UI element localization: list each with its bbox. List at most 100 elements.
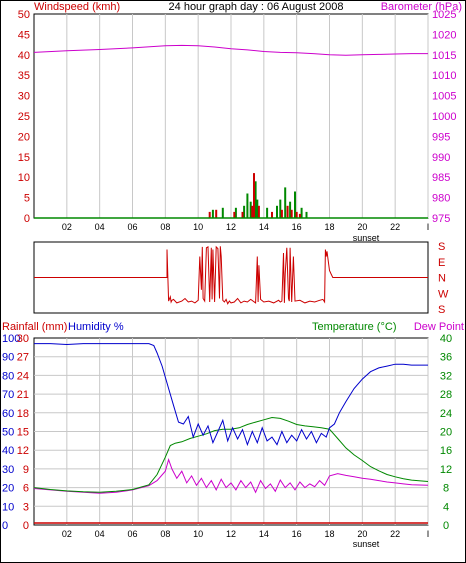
compass-label: W xyxy=(438,288,449,300)
gust-bar xyxy=(234,207,237,218)
temperature-tick: 20 xyxy=(440,427,452,439)
dewpoint-axis-label: Dew Point xyxy=(414,321,464,333)
humidity-line xyxy=(34,343,428,447)
time-tick-label: 18 xyxy=(324,529,334,539)
wind-bar xyxy=(295,211,298,218)
rainfall-axis-label: Rainfall (mm) xyxy=(2,321,67,333)
compass-label: N xyxy=(438,273,446,285)
barometer-tick: 1010 xyxy=(432,70,456,82)
time-tick-label: 12 xyxy=(226,222,236,232)
gust-bar xyxy=(289,201,292,218)
time-tick-label: 04 xyxy=(95,222,105,232)
barometer-tick: 1020 xyxy=(432,29,456,41)
temperature-tick: 32 xyxy=(440,370,452,382)
barometer-tick: 1025 xyxy=(432,9,456,21)
time-tick-label: 20 xyxy=(357,529,367,539)
wind-bar xyxy=(241,211,244,218)
sunset-label-bottom: sunset xyxy=(353,539,380,549)
humidity-tick: 60 xyxy=(2,408,14,420)
temperature-tick: 0 xyxy=(443,520,449,532)
time-tick-label: 08 xyxy=(160,222,170,232)
wind-bar xyxy=(280,209,283,218)
wind-bar xyxy=(286,205,289,218)
humidity-tick: 70 xyxy=(2,389,14,401)
windspeed-tick: 30 xyxy=(18,91,30,103)
wind-time-tick-labels: 02 04 06 08 10 12 14 16 18 20 22 I xyxy=(62,222,429,232)
time-tick-label: 14 xyxy=(259,222,269,232)
temp-time-tick-labels: 02 04 06 08 10 12 14 16 18 20 22 I xyxy=(62,529,429,539)
compass-label: E xyxy=(438,257,445,269)
wind-direction-line xyxy=(34,245,428,305)
gust-bar xyxy=(276,205,278,218)
humidity-tick: 100 xyxy=(2,333,20,345)
temperature-tick: 28 xyxy=(440,389,452,401)
gust-bar xyxy=(211,209,214,218)
temperature-tick: 40 xyxy=(440,333,452,345)
wind-bar xyxy=(271,211,273,218)
rainfall-tick: 9 xyxy=(23,464,29,476)
compass-label: S xyxy=(438,304,445,316)
windspeed-tick: 0 xyxy=(24,213,30,225)
wind-bar xyxy=(253,173,255,218)
rainfall-tick: 18 xyxy=(17,408,29,420)
temperature-tick: 24 xyxy=(440,408,452,420)
gust-bar xyxy=(284,187,287,218)
gust-bar xyxy=(305,211,308,218)
windspeed-tick: 50 xyxy=(18,9,30,21)
time-tick-label: 10 xyxy=(193,529,203,539)
compass-label: S xyxy=(438,241,445,253)
time-tick-label: 16 xyxy=(292,222,302,232)
barometer-tick-labels: 1025 1020 1015 1010 1005 1000 995 990 985 980 975 xyxy=(432,9,456,225)
humidity-tick: 50 xyxy=(2,427,14,439)
time-tick-label: 02 xyxy=(62,222,72,232)
time-tick-label: 12 xyxy=(226,529,236,539)
humidity-tick: 0 xyxy=(2,520,8,532)
gust-bar xyxy=(243,205,246,218)
chart-title: 24 hour graph day : 06 August 2008 xyxy=(169,1,344,13)
barometer-tick: 980 xyxy=(432,193,450,205)
wind-bar xyxy=(215,209,218,218)
time-tick-label: 18 xyxy=(324,222,334,232)
gust-bar xyxy=(279,199,282,218)
barometer-axis-label: Barometer (hPa) xyxy=(381,1,462,13)
rainfall-tick: 0 xyxy=(23,520,29,532)
temp-humidity-panel: Rainfall (mm) Humidity % Temperature (°C… xyxy=(2,321,464,549)
windspeed-tick: 10 xyxy=(18,172,30,184)
time-tick-label: 22 xyxy=(390,529,400,539)
time-tick-label: 10 xyxy=(193,222,203,232)
gust-bar xyxy=(266,207,269,218)
barometer-tick: 985 xyxy=(432,172,450,184)
humidity-tick: 40 xyxy=(2,445,14,457)
sunset-label-top: sunset xyxy=(353,233,380,243)
temperature-line xyxy=(33,416,429,493)
humidity-tick: 90 xyxy=(2,352,14,364)
time-tick-label: 16 xyxy=(292,529,302,539)
windspeed-tick: 5 xyxy=(24,193,30,205)
gust-bar xyxy=(249,201,252,218)
rainfall-tick: 24 xyxy=(17,370,29,382)
time-tick-label: 20 xyxy=(357,222,367,232)
rainfall-tick: 15 xyxy=(17,427,29,439)
barometer-tick: 990 xyxy=(432,152,450,164)
time-tick-label: 06 xyxy=(127,222,137,232)
rainfall-tick: 27 xyxy=(17,352,29,364)
gust-bar xyxy=(246,193,249,218)
time-tick-label: I xyxy=(427,222,430,232)
rainfall-tick: 3 xyxy=(23,501,29,513)
time-tick-label: 02 xyxy=(62,529,72,539)
wind-bar xyxy=(298,213,301,218)
wind-bar xyxy=(208,211,211,218)
barometer-tick: 1015 xyxy=(432,50,456,62)
rainfall-tick: 12 xyxy=(17,445,29,457)
temperature-tick: 8 xyxy=(443,483,449,495)
temperature-tick: 16 xyxy=(440,445,452,457)
temperature-axis-label: Temperature (°C) xyxy=(312,321,396,333)
humidity-axis-label: Humidity % xyxy=(68,321,124,333)
rainfall-tick: 30 xyxy=(17,333,29,345)
dewpoint-line xyxy=(33,457,429,494)
